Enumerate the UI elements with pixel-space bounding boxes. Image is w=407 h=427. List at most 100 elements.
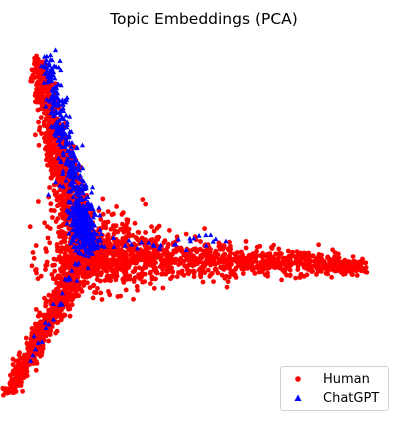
human-point	[54, 293, 60, 298]
human-point	[106, 277, 111, 282]
human-point	[37, 98, 43, 104]
human-point	[54, 242, 60, 247]
chatgpt-point	[56, 109, 63, 114]
human-point	[59, 294, 65, 300]
human-point	[81, 281, 87, 286]
human-point	[139, 235, 145, 241]
chatgpt-point	[67, 199, 73, 204]
human-point	[98, 255, 103, 261]
chatgpt-point	[76, 189, 82, 195]
human-point	[60, 199, 65, 205]
human-point	[264, 263, 270, 269]
human-point	[39, 87, 45, 93]
legend-marker-chatgpt	[289, 389, 307, 407]
human-point	[42, 295, 47, 301]
human-point	[159, 253, 164, 259]
chatgpt-point	[41, 62, 47, 68]
chatgpt-point	[82, 245, 89, 251]
human-point	[73, 272, 78, 277]
chatgpt-point	[76, 167, 83, 173]
human-point	[260, 257, 266, 263]
legend-marker-human	[289, 370, 307, 388]
chatgpt-point	[59, 114, 65, 120]
chatgpt-point	[85, 253, 92, 259]
human-point	[250, 267, 256, 273]
chatgpt-point	[79, 142, 86, 148]
chart-title: Topic Embeddings (PCA)	[109, 10, 298, 28]
human-point	[43, 329, 49, 335]
human-point	[10, 362, 16, 367]
human-point	[52, 192, 58, 197]
chatgpt-point	[62, 144, 68, 150]
chatgpt-point	[64, 94, 70, 100]
chatgpt-point	[97, 238, 103, 243]
chatgpt-point	[50, 316, 57, 322]
chatgpt-point	[67, 166, 73, 172]
human-point	[198, 239, 203, 244]
human-point	[115, 294, 121, 299]
human-point	[44, 152, 50, 158]
human-point	[79, 289, 85, 294]
human-point	[304, 264, 310, 269]
human-point	[273, 260, 279, 266]
human-point	[335, 257, 340, 263]
chatgpt-point	[223, 238, 229, 244]
human-point	[348, 269, 354, 275]
chatgpt-point	[28, 358, 34, 363]
human-point	[229, 261, 234, 267]
human-point	[65, 282, 71, 287]
human-point	[94, 277, 100, 282]
chatgpt-point	[66, 188, 72, 194]
chatgpt-point	[48, 56, 54, 62]
human-point	[47, 226, 53, 231]
human-point	[179, 268, 185, 274]
human-point	[55, 288, 61, 294]
human-point	[218, 242, 224, 248]
human-point	[110, 256, 115, 262]
chatgpt-point	[60, 183, 66, 189]
human-point	[34, 99, 40, 105]
human-point	[91, 282, 97, 288]
human-point	[203, 259, 209, 264]
chatgpt-point	[47, 52, 54, 58]
human-point	[46, 292, 52, 298]
human-point	[37, 125, 43, 130]
human-point	[192, 255, 198, 261]
legend: Human ChatGPT	[280, 366, 389, 411]
chatgpt-point	[68, 240, 74, 246]
human-point	[220, 247, 226, 252]
human-point	[216, 256, 222, 262]
human-point	[155, 237, 161, 242]
chatgpt-point	[79, 195, 85, 201]
human-point	[17, 366, 23, 372]
chatgpt-point	[60, 105, 66, 111]
chatgpt-point	[42, 320, 49, 325]
chatgpt-point	[85, 217, 91, 223]
chatgpt-point	[76, 219, 83, 225]
chatgpt-point	[191, 235, 197, 241]
chatgpt-point	[73, 212, 79, 217]
human-point	[7, 382, 13, 387]
human-point	[198, 274, 204, 280]
human-point	[166, 264, 172, 270]
human-point	[154, 269, 160, 275]
human-point	[19, 374, 24, 380]
human-point	[43, 267, 48, 272]
chatgpt-point	[60, 101, 66, 106]
chatgpt-point	[51, 97, 57, 103]
chatgpt-point	[75, 214, 81, 220]
chatgpt-point	[80, 226, 86, 231]
chatgpt-point	[90, 220, 96, 226]
chatgpt-point	[75, 222, 81, 228]
human-point	[53, 168, 59, 174]
chatgpt-point	[94, 231, 100, 237]
human-point	[126, 265, 132, 270]
human-point	[54, 280, 59, 286]
chatgpt-point	[151, 243, 157, 248]
human-point	[130, 233, 136, 238]
human-point	[328, 261, 333, 267]
chatgpt-point	[52, 103, 59, 108]
human-point	[159, 271, 165, 277]
chatgpt-point	[74, 244, 81, 250]
